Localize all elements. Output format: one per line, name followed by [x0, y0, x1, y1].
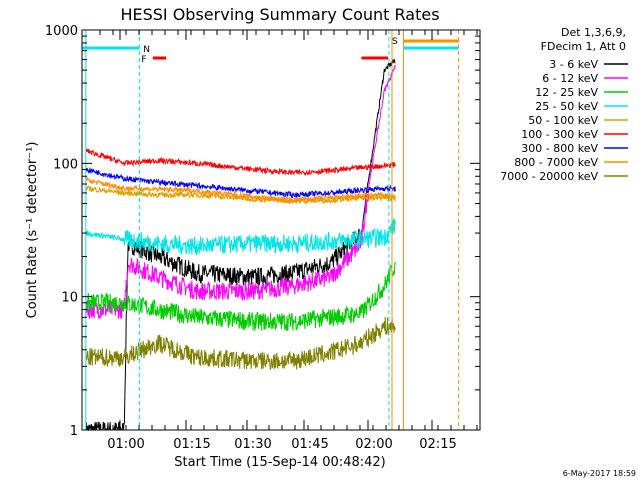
x-axis-label: Start Time (15-Sep-14 00:48:42) — [174, 455, 385, 470]
plot-frame — [81, 29, 481, 431]
series-line-50-100-kev — [85, 185, 396, 205]
x-tick-label: 01:30 — [234, 437, 271, 452]
legend-entry-label: 6 - 12 keV — [542, 72, 598, 85]
legend-entry-label: 7000 - 20000 keV — [500, 170, 598, 183]
x-tick-label: 01:15 — [173, 437, 210, 452]
series-line-7000-20000-kev — [85, 316, 396, 370]
chart-title: HESSI Observing Summary Count Rates — [120, 5, 439, 24]
series-line-300-800-kev — [85, 167, 396, 199]
y-axis-label: Count Rate (s⁻¹ detector⁻¹) — [25, 142, 40, 319]
x-tick-label: 01:45 — [291, 437, 328, 452]
legend-entry-label: 300 - 800 keV — [521, 142, 598, 155]
legend-entry-label: 800 - 7000 keV — [514, 156, 598, 169]
legend-header-line: Det 1,3,6,9, — [561, 26, 626, 39]
legend-entry-label: 25 - 50 keV — [535, 100, 598, 113]
series-line-25-50-kev — [85, 217, 396, 256]
series-line-6-12-kev — [85, 64, 396, 319]
y-tick-label: 1 — [70, 424, 78, 439]
series-line-12-25-kev — [85, 261, 396, 331]
y-tick-label: 10 — [61, 291, 78, 306]
legend-entry-label: 3 - 6 keV — [549, 58, 598, 71]
footer-timestamp: 6-May-2017 18:59 — [563, 469, 636, 478]
x-tick-label: 01:00 — [107, 437, 144, 452]
x-tick-label: 02:00 — [355, 437, 392, 452]
plot-area: NF S 1 10 100 1000 01:00 01:15 01:30 01:45 02:00 02… — [45, 24, 481, 452]
y-tick-label: 100 — [53, 157, 78, 172]
annotation-s: S — [392, 37, 398, 47]
legend-header-line: FDecim 1, Att 0 — [541, 40, 626, 53]
series-line-800-7000-kev — [85, 176, 396, 203]
annotation-f: F — [141, 55, 146, 65]
legend-entry-label: 50 - 100 keV — [528, 114, 598, 127]
y-tick-label: 1000 — [45, 24, 78, 39]
x-tick-label: 02:15 — [419, 437, 456, 452]
legend-entry-label: 12 - 25 keV — [535, 86, 598, 99]
series-line-100-300-kev — [85, 148, 396, 177]
legend-entry-label: 100 - 300 keV — [521, 128, 598, 141]
annotation-n: N — [143, 45, 150, 55]
